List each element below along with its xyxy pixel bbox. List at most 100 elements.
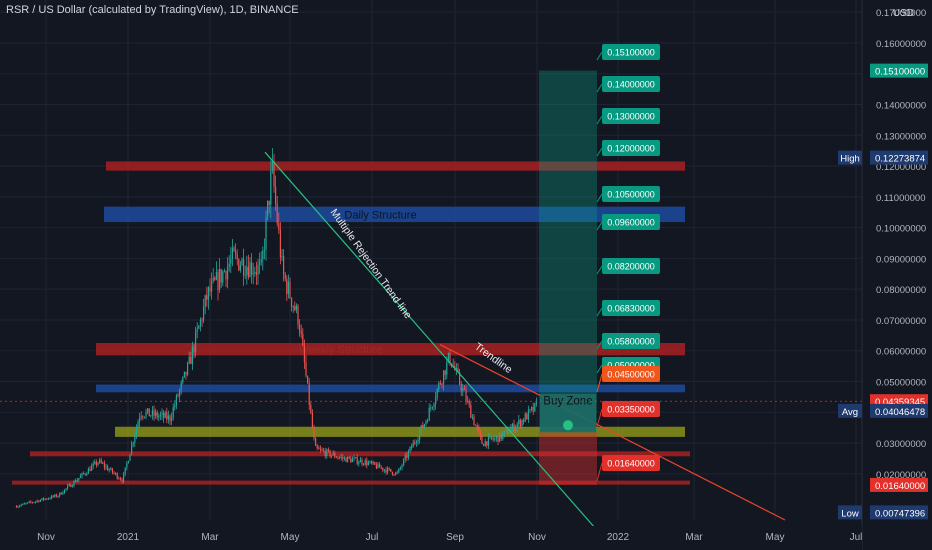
candle-body xyxy=(46,498,48,500)
candle-body xyxy=(191,346,194,364)
candle-body xyxy=(156,412,158,418)
candle-body xyxy=(103,463,106,468)
stop-label-box xyxy=(602,455,660,471)
candle-body xyxy=(15,506,18,508)
candle-body xyxy=(121,479,123,482)
annotation-multiple-rejection: Multiple Rejection Trend line xyxy=(328,207,414,321)
candle-body xyxy=(118,478,120,480)
candle-body xyxy=(17,506,19,508)
candle-body xyxy=(199,319,202,326)
candle-body xyxy=(398,468,400,473)
candle-body xyxy=(326,449,328,457)
candle-body xyxy=(195,331,197,353)
candle-body xyxy=(359,459,362,463)
axis-name-label: High xyxy=(840,154,860,165)
candle-body xyxy=(334,453,336,458)
candle-body xyxy=(76,479,78,482)
candle-body xyxy=(363,463,365,465)
candle-body xyxy=(331,455,333,457)
candle-body xyxy=(427,420,429,422)
candle-body xyxy=(407,451,410,458)
candle-body xyxy=(43,498,45,500)
candle-body xyxy=(268,200,270,205)
axis-name-label: Avg xyxy=(842,407,858,418)
candle-body xyxy=(147,408,149,412)
target-label-text: 0.06830000 xyxy=(607,304,655,314)
candle-body xyxy=(287,281,290,294)
candle-body xyxy=(423,424,426,428)
candle-body xyxy=(273,161,275,187)
candle-body xyxy=(68,484,70,486)
candle-body xyxy=(499,433,501,443)
candle-body xyxy=(511,424,514,429)
candle-body xyxy=(52,495,54,497)
candle-body xyxy=(54,494,56,497)
candle-body xyxy=(500,433,502,440)
candle-body xyxy=(126,463,128,468)
candle-body xyxy=(507,429,509,435)
y-tick-label: 0.02000000 xyxy=(876,470,926,481)
candle-body xyxy=(446,361,448,375)
candle-body xyxy=(310,404,312,413)
candle-body xyxy=(521,420,523,427)
candle-body xyxy=(75,480,77,482)
candle-body xyxy=(86,473,88,475)
candle-body xyxy=(383,469,386,471)
axis-price-value: 0.04359345 xyxy=(875,397,925,408)
candle-body xyxy=(476,425,478,428)
candle-body xyxy=(148,408,150,417)
candle-body xyxy=(353,457,355,459)
target-label-box xyxy=(602,186,660,202)
candle-body xyxy=(179,389,181,397)
candle-body xyxy=(116,473,118,479)
candle-body xyxy=(374,462,376,465)
candle-body xyxy=(163,412,165,418)
candle-body xyxy=(100,459,102,463)
target-connector xyxy=(596,83,603,93)
y-tick-label: 0.07000000 xyxy=(876,316,926,327)
x-tick-label: 2022 xyxy=(607,532,630,543)
candle-body xyxy=(401,465,403,468)
x-tick-label: May xyxy=(766,532,785,543)
zone-rect xyxy=(104,206,685,223)
buy-zone-label: Buy Zone xyxy=(543,396,592,408)
candle-body xyxy=(31,502,34,504)
candle-body xyxy=(123,474,125,482)
candle-body xyxy=(105,466,107,468)
candle-body xyxy=(406,455,408,458)
target-connector xyxy=(596,307,603,317)
candle-body xyxy=(254,272,256,274)
candle-body xyxy=(91,466,93,471)
price-axis xyxy=(862,0,932,550)
candle-body xyxy=(174,405,176,408)
candle-body xyxy=(508,432,510,435)
candle-body xyxy=(206,295,208,300)
candle-body xyxy=(502,433,504,440)
candle-body xyxy=(22,503,24,505)
candle-body xyxy=(369,461,371,463)
y-tick-label: 0.08000000 xyxy=(876,285,926,296)
x-tick-label: 2021 xyxy=(117,532,140,543)
y-tick-label: 0.12000000 xyxy=(876,162,926,173)
target-label-text: 0.15100000 xyxy=(607,48,655,58)
candle-body xyxy=(62,493,64,495)
candle-body xyxy=(515,427,517,432)
target-connector xyxy=(596,221,603,231)
candle-body xyxy=(83,473,85,475)
candle-body xyxy=(198,325,200,329)
y-tick-label: 0.13000000 xyxy=(876,131,926,142)
candle-body xyxy=(71,485,74,487)
candle-body xyxy=(183,371,186,377)
candle-body xyxy=(305,362,307,376)
target-connector xyxy=(596,340,603,350)
candle-body xyxy=(25,503,27,505)
stop-label-box xyxy=(602,401,660,417)
candle-body xyxy=(377,463,379,469)
candle-body xyxy=(519,419,522,427)
candle-body xyxy=(470,404,472,418)
candle-body xyxy=(460,383,462,391)
candle-body xyxy=(419,431,421,440)
axis-price-value: 0.15100000 xyxy=(875,67,925,78)
candle-body xyxy=(203,307,205,321)
